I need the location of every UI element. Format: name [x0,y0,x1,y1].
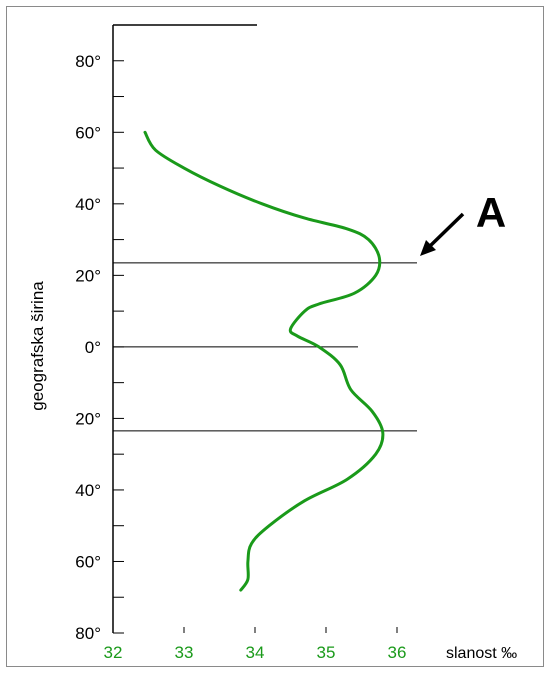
y-tick-label: 0° [85,338,101,357]
annotation-arrow-head [420,240,436,256]
x-tick-label: 33 [175,643,194,662]
salinity-curve [143,130,385,592]
y-tick-label: 80° [75,624,101,643]
x-tick-label: 34 [246,643,265,662]
y-tick-label: 20° [75,266,101,285]
chart-frame: 80° 60° 40° 20° 0° 20° 40° 60° 80° 32 33 34 35 36 slan… [6,6,544,667]
y-tick-label: 60° [75,552,101,571]
annotation-label: A [476,189,506,236]
y-axis-label: geografska širina [28,281,47,411]
x-tick-label: 36 [388,643,407,662]
y-tick-label: 40° [75,481,101,500]
y-tick-label: 40° [75,195,101,214]
y-tick-label: 20° [75,409,101,428]
x-tick-label: 35 [317,643,336,662]
x-tick-label: 32 [104,643,123,662]
y-tick-label: 80° [75,52,101,71]
x-axis-label: slanost ‰ [446,645,517,662]
y-tick-label: 60° [75,123,101,142]
annotation-arrow-shaft [427,212,465,249]
salinity-chart: 80°60°40°20°0°20°40°60°80°32 33 34 35 36 slan… [28,24,517,662]
